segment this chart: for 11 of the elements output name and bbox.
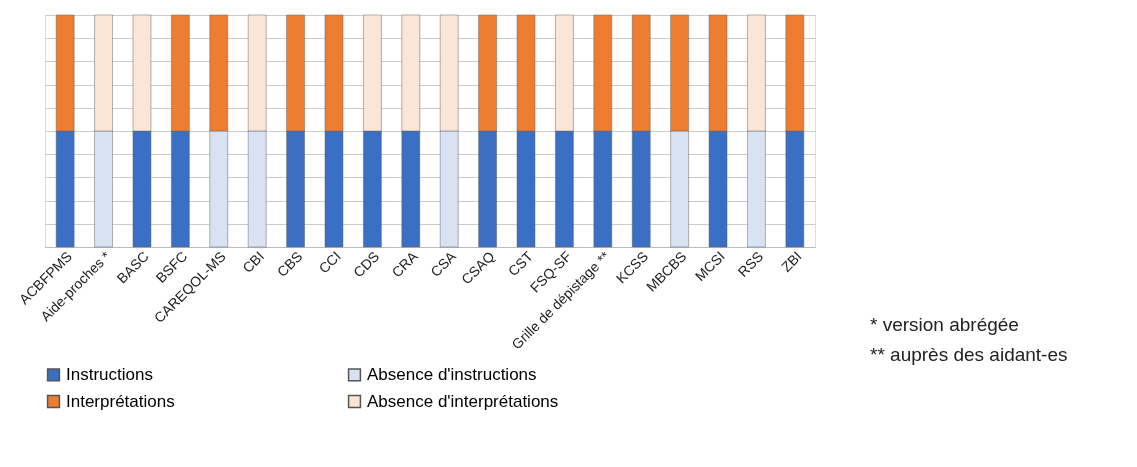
- x-tick-label: CBI: [239, 248, 268, 276]
- x-tick-label: CSA: [427, 247, 460, 280]
- text: ** auprès des aidant-es: [870, 343, 1068, 367]
- legend-label: Interprétations: [66, 391, 175, 411]
- x-tick-label: CRA: [388, 247, 422, 281]
- legend-label: Absence d'instructions: [367, 364, 537, 384]
- x-tick-label: CCI: [315, 248, 344, 277]
- legend-label: Absence d'interprétations: [367, 391, 559, 411]
- legend-label: Instructions: [66, 364, 153, 384]
- text: * version abrégée: [870, 313, 1020, 337]
- x-tick-label: ZBI: [778, 248, 805, 275]
